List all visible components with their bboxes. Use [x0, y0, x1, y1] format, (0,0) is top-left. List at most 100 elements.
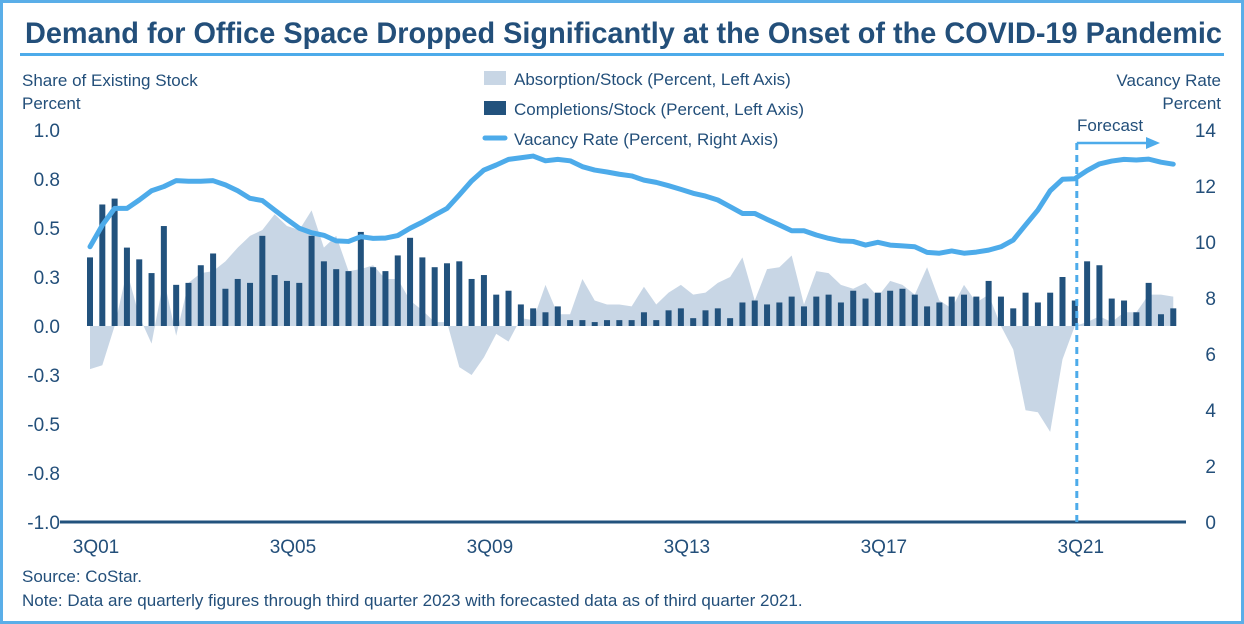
completions-bar [1059, 277, 1066, 326]
completions-bar [973, 296, 980, 326]
completions-bar [468, 278, 475, 326]
completions-bar [320, 261, 327, 326]
completions-bar [431, 267, 438, 326]
x-tick-label: 3Q17 [861, 537, 907, 558]
completions-bar [517, 304, 524, 326]
left-tick-label: -0.8 [27, 464, 60, 485]
completions-bar [690, 318, 697, 326]
right-tick-label: 0 [1205, 513, 1216, 534]
completions-bar [443, 263, 450, 326]
completions-bar [850, 290, 857, 326]
completions-bar [591, 322, 598, 326]
completions-bar [493, 294, 500, 326]
completions-bar [677, 308, 684, 326]
completions-bar [283, 280, 290, 326]
completions-bar [961, 294, 968, 326]
left-tick-label: 0.8 [34, 170, 60, 191]
completions-bar [776, 302, 783, 326]
left-axis-unit: Percent [22, 94, 81, 113]
plot-area: 1.0 0.8 0.5 0.3 0.0 -0.3 -0.5 -0.8 -1.0 0 2 4 6 8 10 12… [27, 121, 1216, 558]
completions-bar [751, 300, 758, 326]
right-tick-label: 8 [1205, 289, 1216, 310]
completions-bar [357, 231, 364, 326]
right-tick-label: 2 [1205, 457, 1216, 478]
completions-bar [1157, 314, 1164, 326]
completions-bar [308, 235, 315, 326]
completions-bar [1084, 261, 1091, 326]
source-note: Source: CoStar. [22, 567, 142, 586]
completions-bar [1096, 265, 1103, 326]
completions-bar [370, 267, 377, 326]
completions-bar [259, 235, 266, 326]
completions-bar [345, 271, 352, 326]
completions-bar [1010, 308, 1017, 326]
completions-bar [456, 261, 463, 326]
completions-bar [800, 306, 807, 326]
completions-bar [911, 294, 918, 326]
forecast-arrow-head-icon [1146, 137, 1160, 149]
left-tick-label: 0.0 [34, 317, 60, 338]
completions-bar [419, 257, 426, 326]
vacancy-rate-line [87, 153, 1176, 256]
title-underline [20, 53, 1224, 56]
completions-bar [530, 308, 537, 326]
completions-bar [924, 306, 931, 326]
completions-bar [173, 284, 180, 326]
completions-bar [111, 198, 118, 326]
completions-bar [714, 308, 721, 326]
completions-bar [382, 271, 389, 326]
completions-bar [948, 296, 955, 326]
completions-bar [1071, 300, 1078, 326]
completions-bar [739, 302, 746, 326]
completions-bar [1108, 298, 1115, 326]
completions-bar [653, 320, 660, 326]
left-tick-label: 0.5 [34, 219, 60, 240]
completions-bar [936, 302, 943, 326]
left-tick-label: 1.0 [34, 121, 60, 142]
completions-bar [567, 320, 574, 326]
completions-bar [665, 310, 672, 326]
completions-bar [579, 320, 586, 326]
right-tick-label: 6 [1205, 345, 1216, 366]
right-axis-title: Vacancy Rate [1116, 71, 1221, 90]
legend-label-absorption: Absorption/Stock (Percent, Left Axis) [514, 70, 791, 89]
left-axis-title: Share of Existing Stock [22, 71, 198, 90]
completions-bar [837, 302, 844, 326]
completions-bar [874, 292, 881, 326]
legend-swatch-completions [484, 101, 506, 115]
completions-bar [505, 290, 512, 326]
legend-label-vacancy: Vacancy Rate (Percent, Right Axis) [514, 130, 778, 149]
completions-bar [333, 269, 340, 326]
completions-bar [1047, 292, 1054, 326]
completions-bar [1022, 292, 1029, 326]
x-tick-label: 3Q21 [1058, 537, 1104, 558]
completions-bar [862, 298, 869, 326]
completions-bar [899, 288, 906, 326]
completions-bar [616, 320, 623, 326]
completions-bar [247, 282, 254, 326]
completions-bar [985, 280, 992, 326]
left-tick-label: -0.3 [27, 366, 60, 387]
completions-bar [160, 226, 167, 326]
right-tick-label: 10 [1195, 233, 1216, 254]
completions-bar [394, 255, 401, 326]
completions-bar [148, 273, 155, 326]
right-tick-label: 14 [1195, 121, 1217, 142]
x-tick-label: 3Q05 [270, 537, 316, 558]
x-tick-label: 3Q13 [664, 537, 710, 558]
x-tick-label: 3Q09 [467, 537, 513, 558]
legend: Absorption/Stock (Percent, Left Axis) Co… [482, 70, 804, 149]
forecast-label: Forecast [1077, 116, 1143, 135]
completions-bar [296, 282, 303, 326]
footnote: Note: Data are quarterly figures through… [22, 591, 803, 610]
completions-bar [764, 304, 771, 326]
completions-bar [480, 275, 487, 326]
completions-bar [640, 312, 647, 326]
completions-bar [222, 288, 229, 326]
completions-bar [542, 312, 549, 326]
completions-bar [210, 253, 217, 326]
completions-bar [554, 306, 561, 326]
completions-bar [997, 296, 1004, 326]
completions-bar [185, 282, 192, 326]
